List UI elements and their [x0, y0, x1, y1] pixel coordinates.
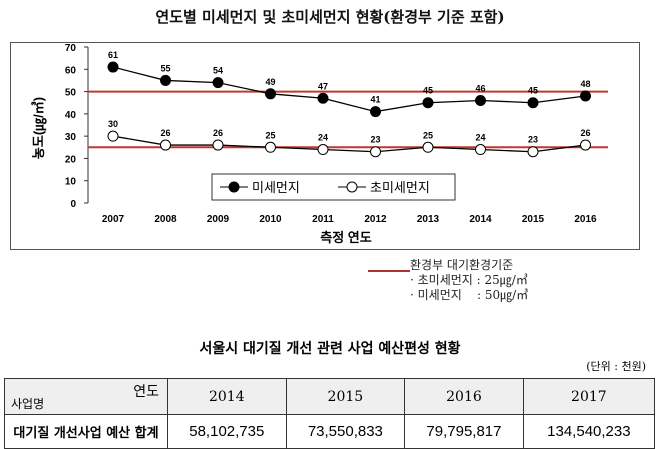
line-chart: 0 10 20 30 40 50 60 70 2007 2008 2009 2010 2011 2012 2… — [31, 43, 608, 245]
year-header: 2016 — [404, 378, 524, 415]
year-header: 2017 — [522, 378, 656, 415]
data-point — [265, 88, 276, 100]
table-header-row: 연도 사업명 2014 2015 2016 2017 — [4, 378, 656, 415]
x-tick-label: 2012 — [364, 214, 387, 225]
y-tick-label: 0 — [70, 199, 76, 210]
budget-cell: 58,102,735 — [167, 414, 287, 449]
data-point — [317, 144, 329, 156]
data-label: 45 — [528, 86, 538, 96]
row-label: 대기질 개선사업 예산 합계 — [4, 414, 168, 449]
data-label: 41 — [370, 95, 380, 105]
year-header: 2015 — [285, 378, 406, 415]
data-point — [107, 61, 119, 73]
data-point — [580, 90, 591, 102]
data-point — [107, 130, 119, 142]
y-tick-label: 40 — [65, 110, 77, 121]
x-tick-label: 2010 — [259, 214, 282, 225]
data-point — [370, 146, 381, 158]
data-point — [422, 97, 434, 109]
y-axis-label: 농도(㎍/㎥) — [31, 97, 48, 159]
data-label: 46 — [475, 83, 485, 93]
data-point — [475, 144, 486, 156]
data-point — [265, 141, 276, 153]
x-tick-label: 2011 — [312, 214, 334, 225]
x-tick-label: 2007 — [102, 214, 125, 225]
y-tick-label: 60 — [65, 65, 77, 76]
data-point — [160, 139, 171, 151]
y-tick-label: 30 — [65, 132, 77, 143]
legend-marker — [228, 181, 240, 193]
series-line — [112, 135, 586, 153]
legend-box — [211, 173, 456, 201]
data-label: 49 — [265, 77, 275, 87]
data-label: 30 — [108, 119, 118, 129]
data-point — [317, 92, 329, 104]
data-label: 47 — [318, 81, 328, 91]
data-label: 26 — [580, 128, 590, 138]
data-point — [580, 139, 591, 151]
data-point — [212, 77, 224, 89]
y-tick-label: 70 — [65, 43, 77, 54]
data-point — [370, 106, 381, 118]
standard-note: 환경부 대기환경기준 · 초미세먼지 : 25㎍/㎥ · 미세먼지 : 50㎍/… — [410, 258, 528, 303]
data-label: 24 — [475, 133, 485, 143]
data-point — [160, 74, 171, 86]
legend-label: 초미세먼지 — [370, 180, 430, 195]
x-tick-label: 2013 — [417, 214, 440, 225]
series-line — [112, 66, 586, 113]
y-tick-label: 50 — [65, 88, 77, 99]
data-label: 25 — [423, 130, 433, 140]
y-tick-label: 10 — [65, 177, 77, 188]
corner-top: 연도 — [133, 384, 159, 400]
data-label: 24 — [318, 133, 328, 143]
data-label: 26 — [213, 128, 223, 138]
standard-title: 환경부 대기환경기준 — [410, 258, 514, 272]
data-label: 48 — [580, 79, 590, 89]
data-label: 45 — [423, 86, 433, 96]
data-point — [527, 146, 539, 158]
data-point — [475, 94, 486, 106]
budget-cell: 134,540,233 — [522, 414, 656, 449]
x-tick-label: 2008 — [154, 214, 177, 225]
chart-frame — [10, 42, 640, 250]
standard-pm10: · 미세먼지 : 50㎍/㎥ — [410, 288, 529, 302]
x-axis-label: 측정 연도 — [320, 230, 371, 245]
year-header: 2014 — [167, 378, 287, 415]
data-label: 26 — [160, 128, 170, 138]
x-tick-label: 2016 — [574, 214, 597, 225]
x-tick-label: 2014 — [469, 214, 492, 225]
table-title: 서울시 대기질 개선 관련 사업 예산편성 현황 — [199, 341, 461, 357]
table-unit: (단위 : 천원) — [586, 360, 646, 373]
data-label: 61 — [108, 50, 118, 60]
data-point — [422, 141, 434, 153]
table-row: 대기질 개선사업 예산 합계 58,102,735 73,550,833 79,… — [4, 414, 656, 449]
budget-cell: 79,795,817 — [404, 414, 524, 449]
budget-table: 연도 사업명 2014 2015 2016 2017 대기질 개선사업 예산 합… — [4, 378, 656, 449]
data-label: 23 — [370, 135, 380, 145]
data-point — [212, 139, 224, 151]
data-point — [527, 97, 539, 109]
standard-pm25: · 초미세먼지 : 25㎍/㎥ — [410, 273, 528, 287]
budget-cell: 73,550,833 — [285, 414, 406, 449]
data-label: 25 — [265, 130, 275, 140]
x-tick-label: 2009 — [207, 214, 230, 225]
legend-label: 미세먼지 — [252, 180, 300, 195]
corner-cell: 연도 사업명 — [4, 378, 168, 415]
corner-bottom: 사업명 — [11, 397, 45, 411]
chart-title: 연도별 미세먼지 및 초미세먼지 현황(환경부 기준 포함) — [155, 8, 505, 26]
legend-marker — [346, 181, 358, 193]
x-tick-label: 2015 — [522, 214, 545, 225]
data-label: 54 — [213, 66, 223, 76]
data-label: 23 — [528, 135, 538, 145]
y-tick-label: 20 — [65, 154, 77, 165]
standard-legend-line — [368, 270, 410, 272]
data-label: 55 — [160, 63, 170, 73]
